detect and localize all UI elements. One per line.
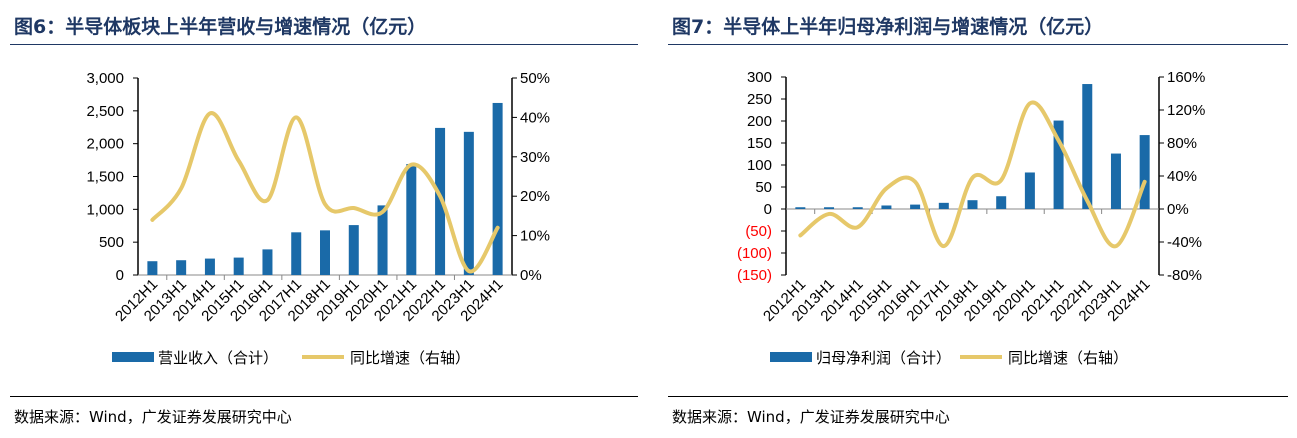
bar bbox=[881, 205, 892, 209]
bar bbox=[1053, 120, 1064, 209]
y-tick-label: (100) bbox=[737, 245, 772, 262]
y2-tick-label: 0% bbox=[520, 267, 542, 284]
chart2-source: 数据来源：Wind，广发证券发展研究中心 bbox=[672, 408, 950, 426]
y2-tick-label: 10% bbox=[520, 228, 550, 245]
y-tick-label: (50) bbox=[745, 223, 772, 240]
chart1-source: 数据来源：Wind，广发证券发展研究中心 bbox=[14, 408, 292, 426]
bar bbox=[852, 207, 863, 209]
profit-chart: (150) (100) (50) 0 50 100 150 200 250 300 -80% -40%… bbox=[737, 69, 1205, 367]
bar bbox=[824, 207, 835, 209]
y-tick-label: 1,000 bbox=[86, 201, 124, 218]
title-rule bbox=[668, 44, 1288, 45]
bar bbox=[938, 202, 949, 209]
title-rule bbox=[10, 44, 638, 45]
source-rule bbox=[668, 396, 1288, 397]
chart1-title: 图6：半导体板块上半年营收与增速情况（亿元） bbox=[14, 16, 427, 38]
y2-tick-label: 30% bbox=[520, 149, 550, 166]
legend-label: 归母净利润（合计） bbox=[816, 350, 951, 367]
bar bbox=[492, 102, 503, 275]
bar bbox=[1110, 153, 1121, 209]
bar bbox=[377, 205, 388, 275]
y-tick-label: 2,000 bbox=[86, 136, 124, 153]
legend-label: 同比增速（右轴） bbox=[350, 350, 470, 367]
y-tick-label: 300 bbox=[747, 69, 772, 86]
bar bbox=[147, 261, 158, 275]
bar bbox=[910, 204, 921, 209]
y-tick-label: 200 bbox=[747, 113, 772, 130]
y-tick-label: 500 bbox=[99, 234, 124, 251]
y2-tick-label: 0% bbox=[1167, 201, 1189, 218]
bar bbox=[1139, 135, 1150, 209]
y2-tick-label: -40% bbox=[1167, 234, 1202, 251]
bar bbox=[348, 225, 359, 275]
y2-tick-label: 120% bbox=[1167, 102, 1205, 119]
y-tick-label: 0 bbox=[116, 267, 124, 284]
legend-bar-swatch bbox=[112, 352, 154, 362]
legend-label: 营业收入（合计） bbox=[158, 350, 278, 367]
bar bbox=[176, 260, 187, 275]
y-tick-label: (150) bbox=[737, 267, 772, 284]
bar bbox=[262, 249, 273, 275]
y-tick-label: 3,000 bbox=[86, 70, 124, 87]
y2-tick-label: -80% bbox=[1167, 267, 1202, 284]
bar bbox=[435, 127, 446, 275]
bar bbox=[1024, 172, 1035, 209]
y-tick-label: 2,500 bbox=[86, 103, 124, 120]
bar bbox=[233, 257, 244, 275]
y-tick-label: 50 bbox=[755, 179, 772, 196]
source-rule bbox=[10, 396, 638, 397]
y-tick-label: 1,500 bbox=[86, 169, 124, 186]
legend-label: 同比增速（右轴） bbox=[1008, 350, 1128, 367]
bar bbox=[320, 230, 330, 275]
growth-line bbox=[798, 100, 1147, 249]
y2-tick-label: 20% bbox=[520, 188, 550, 205]
bar bbox=[967, 200, 978, 209]
bar bbox=[1082, 84, 1093, 209]
revenue-chart: 0 500 1,000 1,500 2,000 2,500 3,000 0% 10% 20% 30%… bbox=[86, 70, 550, 367]
y-tick-label: 100 bbox=[747, 157, 772, 174]
y2-tick-label: 80% bbox=[1167, 135, 1197, 152]
y-tick-label: 250 bbox=[747, 91, 772, 108]
bar bbox=[291, 232, 302, 275]
bar bbox=[406, 164, 417, 275]
bar bbox=[463, 131, 474, 275]
y2-tick-label: 50% bbox=[520, 70, 550, 87]
y2-tick-label: 160% bbox=[1167, 69, 1205, 86]
bar bbox=[795, 207, 806, 209]
y-tick-label: 150 bbox=[747, 135, 772, 152]
y-tick-label: 0 bbox=[764, 201, 772, 218]
bar bbox=[204, 258, 215, 275]
bar bbox=[996, 196, 1007, 209]
y2-tick-label: 40% bbox=[1167, 168, 1197, 185]
chart2-title: 图7：半导体上半年归母净利润与增速情况（亿元） bbox=[672, 16, 1104, 38]
legend-bar-swatch bbox=[770, 352, 812, 362]
growth-line bbox=[150, 111, 500, 274]
y2-tick-label: 40% bbox=[520, 109, 550, 126]
